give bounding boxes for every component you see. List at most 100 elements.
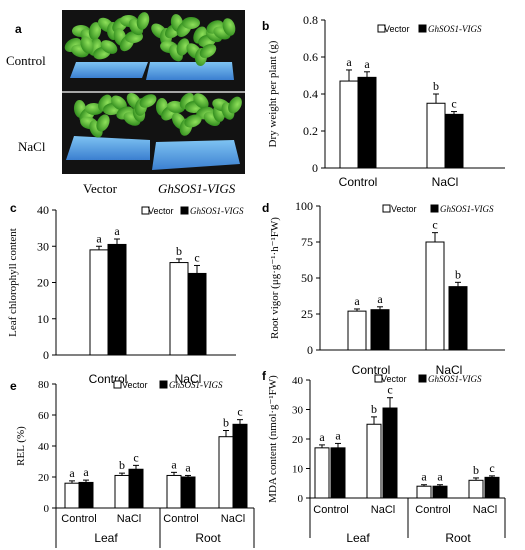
- x-category-label: NaCl: [473, 504, 497, 516]
- significance-letter: a: [319, 430, 325, 444]
- row-label-control: Control: [6, 53, 46, 68]
- significance-letter: a: [96, 231, 102, 245]
- x-category-label: Control: [313, 504, 348, 516]
- legend: Vector GhSOS1-VIGS: [382, 204, 494, 214]
- legend-label-vigs: GhSOS1-VIGS: [428, 24, 482, 34]
- tray-control-vigs: [146, 62, 234, 80]
- y-tick-label: 60: [38, 410, 50, 422]
- bar-ghsos1-vigs: [484, 476, 500, 499]
- bar-ghsos1-vigs: [432, 485, 448, 499]
- y-tick-label: 30: [292, 405, 304, 417]
- y-tick-label: 0.2: [303, 124, 318, 138]
- legend-label-vigs: GhSOS1-VIGS: [440, 204, 494, 214]
- x-group-label: Leaf: [346, 531, 370, 545]
- y-tick-label: 50: [301, 271, 313, 285]
- bar-ghsos1-vigs: [330, 447, 346, 499]
- significance-letter: b: [176, 244, 182, 258]
- significance-letter: c: [489, 461, 494, 475]
- legend-label-vector: Vector: [381, 374, 407, 384]
- x-category-label: Control: [61, 513, 96, 525]
- y-tick-label: 10: [292, 464, 304, 476]
- bar-vector: [314, 447, 330, 499]
- panel-b: b 0 0.2 0.4 0.6 0.8 Dry weight per plant (g) a a…: [262, 13, 505, 189]
- bar-ghsos1-vigs: [107, 243, 127, 356]
- plant-leaves: [64, 12, 242, 138]
- x-category-label: Control: [415, 504, 450, 516]
- bar-ghsos1-vigs: [370, 309, 390, 351]
- significance-letter: c: [133, 450, 138, 464]
- leaf: [182, 16, 200, 30]
- y-tick-label: 0.6: [303, 50, 318, 64]
- bar-ghsos1-vigs: [357, 76, 377, 169]
- legend-swatch-vector: [382, 204, 391, 213]
- y-tick-label: 0.4: [303, 87, 318, 101]
- significance-letter: a: [171, 457, 177, 471]
- bar-ghsos1-vigs: [128, 468, 144, 509]
- bar-vector: [64, 482, 80, 509]
- panel-f-letter: f: [262, 369, 267, 383]
- significance-letter: a: [421, 470, 427, 484]
- x-category-label: NaCl: [175, 372, 202, 386]
- y-tick-label: 100: [295, 199, 313, 213]
- significance-letter: a: [346, 55, 352, 69]
- y-axis-label: REL (%): [15, 426, 27, 466]
- row-label-nacl: NaCl: [18, 139, 46, 154]
- legend-swatch-vigs: [180, 206, 189, 215]
- col-label-vector: Vector: [83, 181, 118, 196]
- y-tick-label: 0: [298, 493, 304, 505]
- legend: Vector GhSOS1-VIGS: [141, 206, 244, 216]
- panel-a: a Control NaCl Vector GhSOS1-VIGS: [6, 10, 245, 196]
- panel-d-letter: d: [262, 201, 269, 215]
- leaf: [222, 18, 236, 36]
- leaf: [184, 114, 202, 128]
- bar-ghsos1-vigs: [232, 423, 248, 509]
- legend: Vector GhSOS1-VIGS: [374, 374, 482, 384]
- significance-letter: a: [185, 460, 191, 474]
- significance-letter: a: [335, 428, 341, 442]
- tray-nacl-vector: [66, 136, 150, 160]
- x-category-label: NaCl: [436, 363, 463, 377]
- y-tick-label: 30: [37, 239, 49, 253]
- bar-vector: [166, 474, 182, 509]
- y-tick-label: 80: [38, 379, 50, 391]
- leaf: [228, 96, 242, 114]
- panel-d: d 0 25 50 75 100 Root vigor (μg·g⁻¹·h⁻¹FW) a a Co…: [262, 199, 505, 377]
- x-category-label: NaCl: [371, 504, 395, 516]
- legend-label-vector: Vector: [122, 380, 148, 390]
- y-tick-label: 10: [37, 312, 49, 326]
- significance-letter: b: [119, 458, 125, 472]
- significance-letter: b: [371, 402, 377, 416]
- bar-vector: [89, 249, 109, 356]
- y-axis-label: Leaf chlorophyll content: [7, 228, 19, 337]
- legend-swatch-vector: [374, 374, 383, 383]
- y-tick-label: 0: [44, 503, 50, 515]
- y-tick-label: 20: [37, 276, 49, 290]
- x-category-label: NaCl: [221, 513, 245, 525]
- legend-swatch-vigs: [418, 374, 427, 383]
- bar-vector: [366, 423, 382, 499]
- significance-letter: b: [473, 463, 479, 477]
- bar-ghsos1-vigs: [180, 476, 196, 509]
- y-tick-label: 0: [43, 348, 49, 362]
- bar-vector: [425, 241, 445, 351]
- bar-vector: [416, 485, 432, 499]
- leaf: [139, 94, 157, 108]
- x-category-label: NaCl: [117, 513, 141, 525]
- col-label-vigs: GhSOS1-VIGS: [158, 181, 236, 196]
- y-tick-label: 75: [301, 235, 313, 249]
- legend-swatch-vector: [377, 24, 386, 33]
- y-tick-label: 20: [292, 434, 304, 446]
- legend-swatch-vigs: [159, 380, 168, 389]
- bar-vector: [339, 80, 359, 169]
- leaf: [88, 22, 102, 40]
- significance-letter: c: [194, 250, 199, 264]
- significance-letter: b: [455, 267, 461, 281]
- significance-letter: c: [237, 405, 242, 419]
- leaf: [111, 95, 127, 111]
- significance-letter: a: [437, 470, 443, 484]
- x-group-label: Root: [445, 531, 471, 545]
- leaf: [199, 43, 217, 59]
- legend-label-vector: Vector: [148, 206, 174, 216]
